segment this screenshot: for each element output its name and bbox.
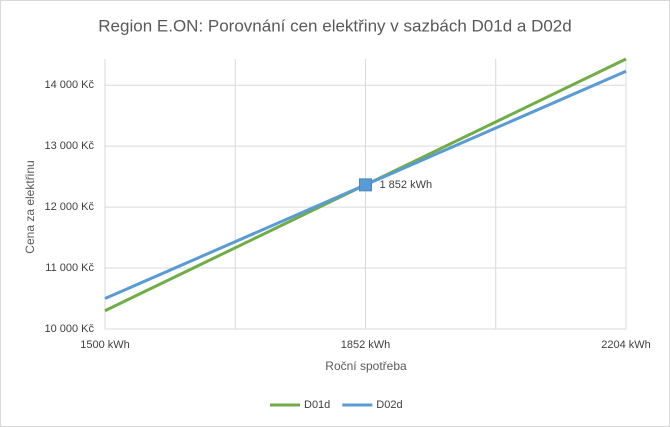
y-tick-label: 14 000 Kč: [44, 79, 94, 91]
y-tick-label: 13 000 Kč: [44, 140, 94, 152]
x-axis-label: Roční spotřeba: [325, 359, 407, 373]
y-tick-label: 11 000 Kč: [45, 262, 94, 274]
x-tick-label: 1500 kWh: [80, 339, 130, 351]
y-tick-label: 12 000 Kč: [44, 201, 94, 213]
annotation-label: 1 852 kWh: [380, 179, 433, 191]
x-tick-label: 2204 kWh: [601, 339, 651, 351]
y-tick-label: 10 000 Kč: [44, 323, 94, 335]
y-axis-label: Cena za elektřinu: [23, 160, 37, 253]
legend-label: D02d: [376, 399, 402, 411]
x-tick-label: 1852 kWh: [341, 339, 391, 351]
annotation-marker: [359, 178, 372, 192]
chart-title: Region E.ON: Porovnání cen elektřiny v s…: [98, 16, 571, 35]
legend-label: D01d: [304, 399, 330, 411]
